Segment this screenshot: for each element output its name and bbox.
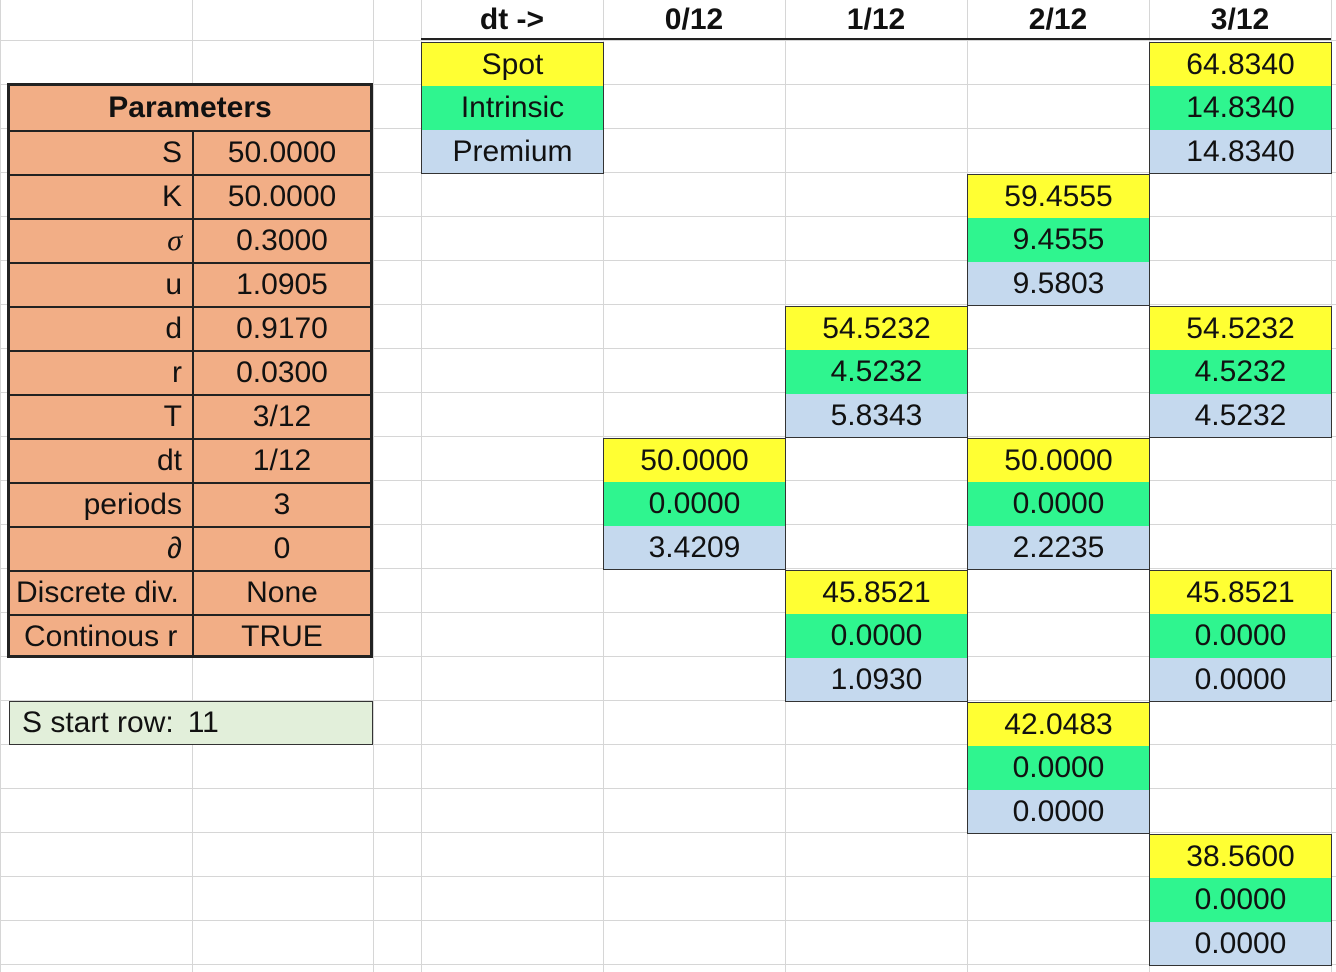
param-row-discrete-div[interactable]: Discrete div. None bbox=[10, 570, 370, 614]
period-header-3[interactable]: 3/12 bbox=[1210, 3, 1270, 36]
node-premium[interactable]: 4.5232 bbox=[1149, 394, 1332, 438]
param-value: 0.3000 bbox=[236, 224, 328, 257]
node-intrinsic[interactable]: 0.0000 bbox=[967, 746, 1150, 790]
node-intrinsic[interactable]: 0.0000 bbox=[1149, 878, 1332, 922]
param-row-periods[interactable]: periods 3 bbox=[10, 482, 370, 526]
start-row-label: S start row: bbox=[22, 706, 174, 739]
param-label: periods bbox=[10, 484, 194, 526]
param-value: 3 bbox=[273, 488, 291, 521]
param-value: 0 bbox=[273, 532, 291, 565]
node-spot[interactable]: 54.5232 bbox=[1149, 306, 1332, 350]
period-header-0[interactable]: 0/12 bbox=[664, 3, 724, 36]
param-row-t[interactable]: T 3/12 bbox=[10, 394, 370, 438]
node-spot[interactable]: 64.8340 bbox=[1149, 42, 1332, 86]
param-value: 3/12 bbox=[252, 400, 312, 433]
legend-premium[interactable]: Premium bbox=[421, 130, 604, 174]
node-premium[interactable]: 9.5803 bbox=[967, 262, 1150, 306]
parameters-table: Parameters S 50.0000 K 50.0000 σ 0.3000 … bbox=[7, 83, 373, 658]
param-label: d bbox=[10, 308, 194, 350]
param-label: K bbox=[10, 176, 194, 218]
param-row-sigma[interactable]: σ 0.3000 bbox=[10, 218, 370, 262]
period-header-1[interactable]: 1/12 bbox=[846, 3, 906, 36]
legend-spot[interactable]: Spot bbox=[421, 42, 604, 86]
param-label: T bbox=[10, 396, 194, 438]
column-divider bbox=[1331, 0, 1332, 972]
param-label: Continous r bbox=[10, 616, 194, 658]
param-label: dt bbox=[10, 440, 194, 482]
node-premium[interactable]: 1.0930 bbox=[785, 658, 968, 702]
dt-arrow-header[interactable]: dt -> bbox=[479, 3, 545, 36]
param-row-dividend-yield[interactable]: ∂ 0 bbox=[10, 526, 370, 570]
node-intrinsic[interactable]: 0.0000 bbox=[603, 482, 786, 526]
node-intrinsic[interactable]: 4.5232 bbox=[785, 350, 968, 394]
node-premium[interactable]: 0.0000 bbox=[1149, 658, 1332, 702]
column-divider bbox=[373, 0, 374, 972]
node-spot[interactable]: 45.8521 bbox=[1149, 570, 1332, 614]
param-label: ∂ bbox=[10, 528, 194, 570]
param-label: u bbox=[10, 264, 194, 306]
start-row-cell[interactable]: S start row: 11 bbox=[9, 701, 373, 745]
node-intrinsic[interactable]: 14.8340 bbox=[1149, 86, 1332, 130]
legend-intrinsic[interactable]: Intrinsic bbox=[421, 86, 604, 130]
param-row-u[interactable]: u 1.0905 bbox=[10, 262, 370, 306]
param-row-k[interactable]: K 50.0000 bbox=[10, 174, 370, 218]
param-value: 0.9170 bbox=[236, 312, 328, 345]
node-spot[interactable]: 42.0483 bbox=[967, 702, 1150, 746]
param-value: 50.0000 bbox=[227, 136, 337, 169]
param-label: r bbox=[10, 352, 194, 394]
node-intrinsic[interactable]: 0.0000 bbox=[1149, 614, 1332, 658]
node-spot[interactable]: 50.0000 bbox=[603, 438, 786, 482]
node-intrinsic[interactable]: 0.0000 bbox=[967, 482, 1150, 526]
header-underline bbox=[421, 38, 1331, 40]
param-row-dt[interactable]: dt 1/12 bbox=[10, 438, 370, 482]
node-premium[interactable]: 2.2235 bbox=[967, 526, 1150, 570]
param-label: S bbox=[10, 132, 194, 174]
param-value: 1.0905 bbox=[236, 268, 328, 301]
node-spot[interactable]: 59.4555 bbox=[967, 174, 1150, 218]
param-value: 50.0000 bbox=[227, 180, 337, 213]
param-row-s[interactable]: S 50.0000 bbox=[10, 130, 370, 174]
param-row-continuous-r[interactable]: Continous r TRUE bbox=[10, 614, 370, 658]
node-intrinsic[interactable]: 9.4555 bbox=[967, 218, 1150, 262]
column-divider bbox=[421, 0, 422, 972]
node-intrinsic[interactable]: 0.0000 bbox=[785, 614, 968, 658]
param-row-r[interactable]: r 0.0300 bbox=[10, 350, 370, 394]
node-intrinsic[interactable]: 4.5232 bbox=[1149, 350, 1332, 394]
param-value: None bbox=[246, 576, 318, 609]
param-value: 0.0300 bbox=[236, 356, 328, 389]
node-premium[interactable]: 0.0000 bbox=[967, 790, 1150, 834]
node-spot[interactable]: 54.5232 bbox=[785, 306, 968, 350]
node-premium[interactable]: 3.4209 bbox=[603, 526, 786, 570]
node-spot[interactable]: 38.5600 bbox=[1149, 834, 1332, 878]
period-header-2[interactable]: 2/12 bbox=[1028, 3, 1088, 36]
node-premium[interactable]: 14.8340 bbox=[1149, 130, 1332, 174]
node-spot[interactable]: 45.8521 bbox=[785, 570, 968, 614]
parameters-title[interactable]: Parameters bbox=[108, 91, 272, 124]
param-label: Discrete div. bbox=[10, 572, 194, 614]
param-label: σ bbox=[10, 220, 194, 262]
node-premium[interactable]: 0.0000 bbox=[1149, 922, 1332, 966]
param-row-d[interactable]: d 0.9170 bbox=[10, 306, 370, 350]
param-value: TRUE bbox=[241, 620, 323, 653]
start-row-value: 11 bbox=[187, 706, 219, 739]
node-spot[interactable]: 50.0000 bbox=[967, 438, 1150, 482]
param-value: 1/12 bbox=[252, 444, 312, 477]
node-premium[interactable]: 5.8343 bbox=[785, 394, 968, 438]
